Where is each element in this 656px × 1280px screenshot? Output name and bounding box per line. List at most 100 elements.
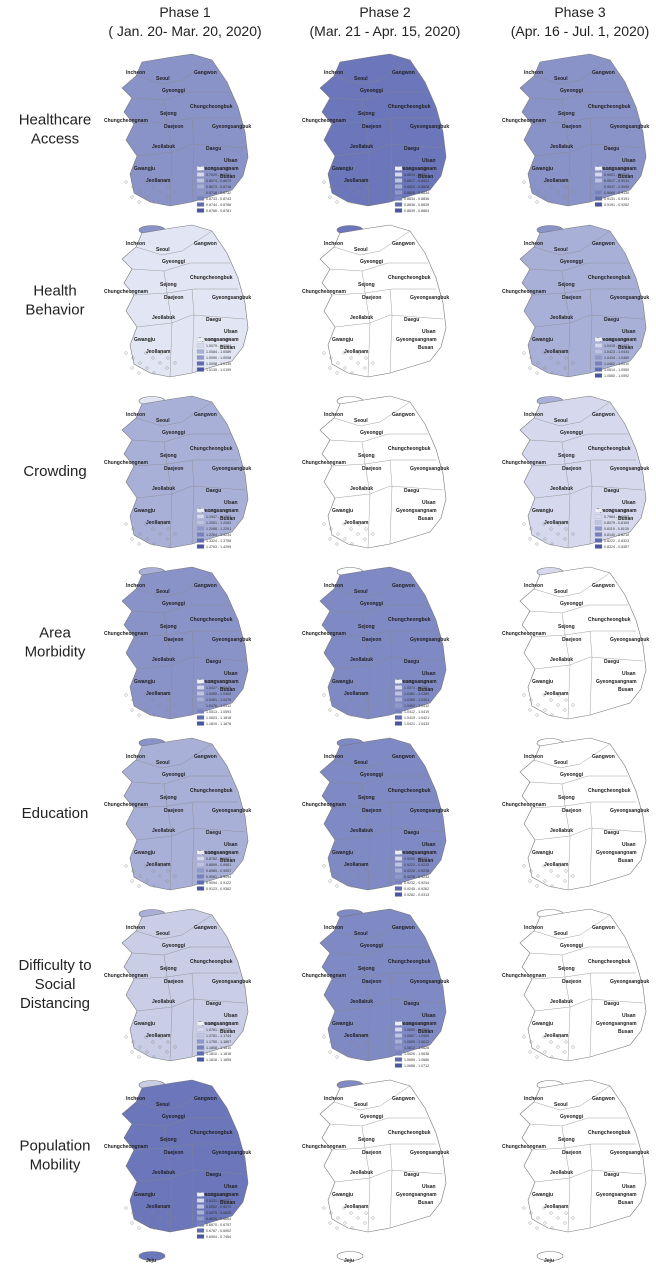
region-label: Gyeongsangbuk: [410, 466, 449, 472]
island: [535, 884, 539, 888]
region-label: Busan: [220, 516, 235, 522]
legend-label: 0.9137 - 0.9209: [404, 851, 429, 855]
island: [549, 527, 553, 531]
legend-label: 1.0389 - 1.0401: [404, 698, 429, 702]
region-label: Seoul: [156, 1102, 170, 1108]
island: [144, 522, 148, 526]
legend-swatch: [196, 166, 205, 171]
region-label: Gyeongsangnam: [596, 337, 637, 343]
legend-swatch: [594, 343, 603, 348]
region-label: Jeollabuk: [152, 144, 175, 150]
region-label: Incheon: [524, 1096, 543, 1102]
region-label: Ulsan: [622, 329, 636, 335]
island: [364, 527, 368, 531]
legend-label: 0.8079 - 0.8109: [604, 521, 629, 525]
row-label: Population: [20, 1138, 91, 1155]
region-label: Sejong: [160, 795, 177, 801]
island: [371, 1216, 375, 1220]
province-border: [561, 783, 571, 891]
region-label: Sejong: [160, 624, 177, 630]
legend-swatch: [196, 1057, 205, 1062]
country-outline: [121, 53, 249, 207]
island: [350, 1226, 354, 1230]
island: [336, 1216, 340, 1220]
island: [329, 1040, 333, 1044]
legend-swatch: [394, 868, 403, 873]
province-border: [361, 954, 371, 1062]
island: [173, 1045, 177, 1049]
island: [158, 1216, 162, 1220]
legend-swatch: [394, 1045, 403, 1050]
legend-swatch: [196, 196, 205, 201]
region-label: Busan: [618, 174, 633, 180]
region-label: Gangwon: [194, 925, 217, 931]
row-label: Mobility: [30, 1157, 81, 1174]
region-label: Sejong: [558, 624, 575, 630]
region-label: Gyeongsangbuk: [610, 979, 649, 985]
province-border: [135, 914, 213, 940]
province-border: [191, 630, 195, 716]
province-border: [534, 485, 644, 499]
province-border: [361, 441, 371, 549]
region-label: Seoul: [354, 760, 368, 766]
region-label: Seoul: [156, 760, 170, 766]
province-border: [135, 59, 213, 85]
province-border: [334, 485, 444, 499]
island: [137, 713, 141, 717]
legend-swatch: [196, 520, 205, 525]
island: [145, 1050, 149, 1054]
island: [335, 542, 339, 546]
region-label: Incheon: [126, 412, 145, 418]
legend-swatch: [196, 1033, 205, 1038]
island: [542, 1206, 546, 1210]
region-label: Sejong: [358, 624, 375, 630]
island: [564, 1211, 568, 1215]
province-border: [529, 946, 628, 956]
island: [145, 537, 149, 541]
legend-label: 0.8828 - 0.8834: [404, 191, 429, 195]
island: [329, 869, 333, 873]
legend-label: 0.9037 - 0.9059: [604, 185, 629, 189]
province-border: [163, 954, 173, 1062]
island: [342, 351, 346, 355]
province-border: [133, 630, 238, 638]
region-label: Jeollabuk: [550, 1170, 573, 1176]
legend-swatch: [196, 355, 205, 360]
island: [159, 351, 163, 355]
island: [144, 693, 148, 697]
island: [322, 522, 326, 526]
region-label: Daegu: [404, 659, 419, 665]
legend-swatch: [196, 367, 205, 372]
island: [124, 180, 128, 184]
legend-label: 0.7814 - 0.7929: [206, 167, 231, 171]
legend-label: 0.8574 - 0.8670: [206, 179, 231, 183]
island: [571, 361, 575, 365]
province-border: [133, 117, 238, 125]
region-label: Gwangju: [532, 508, 553, 514]
legend-swatch: [196, 190, 205, 195]
legend-swatch: [196, 1234, 205, 1239]
legend-label: 1.3763 - 1.4299: [206, 545, 231, 549]
island: [571, 532, 575, 536]
region-label: Sejong: [558, 966, 575, 972]
region-label: Busan: [618, 1200, 633, 1206]
legend-label: 0.9061 - 0.9094: [206, 875, 231, 879]
island: [158, 874, 162, 878]
island: [549, 185, 553, 189]
island: [173, 1216, 177, 1220]
legend-label: 0.9225 - 0.9228: [404, 869, 429, 873]
island: [336, 532, 340, 536]
island: [159, 522, 163, 526]
island: [343, 708, 347, 712]
island: [328, 366, 332, 370]
legend-label: 1.0434 - 1.0460: [604, 356, 629, 360]
region-label: Gyeonggi: [560, 430, 584, 436]
column-subtitle: ( Jan. 20- Mar. 20, 2020): [108, 23, 261, 39]
island: [349, 527, 353, 531]
region-label: Busan: [220, 1200, 235, 1206]
island: [349, 698, 353, 702]
country-outline: [121, 224, 249, 378]
map: Incheon Seoul Gangwon Gyeonggi Chungcheongbu…: [302, 908, 449, 1093]
island: [371, 532, 375, 536]
